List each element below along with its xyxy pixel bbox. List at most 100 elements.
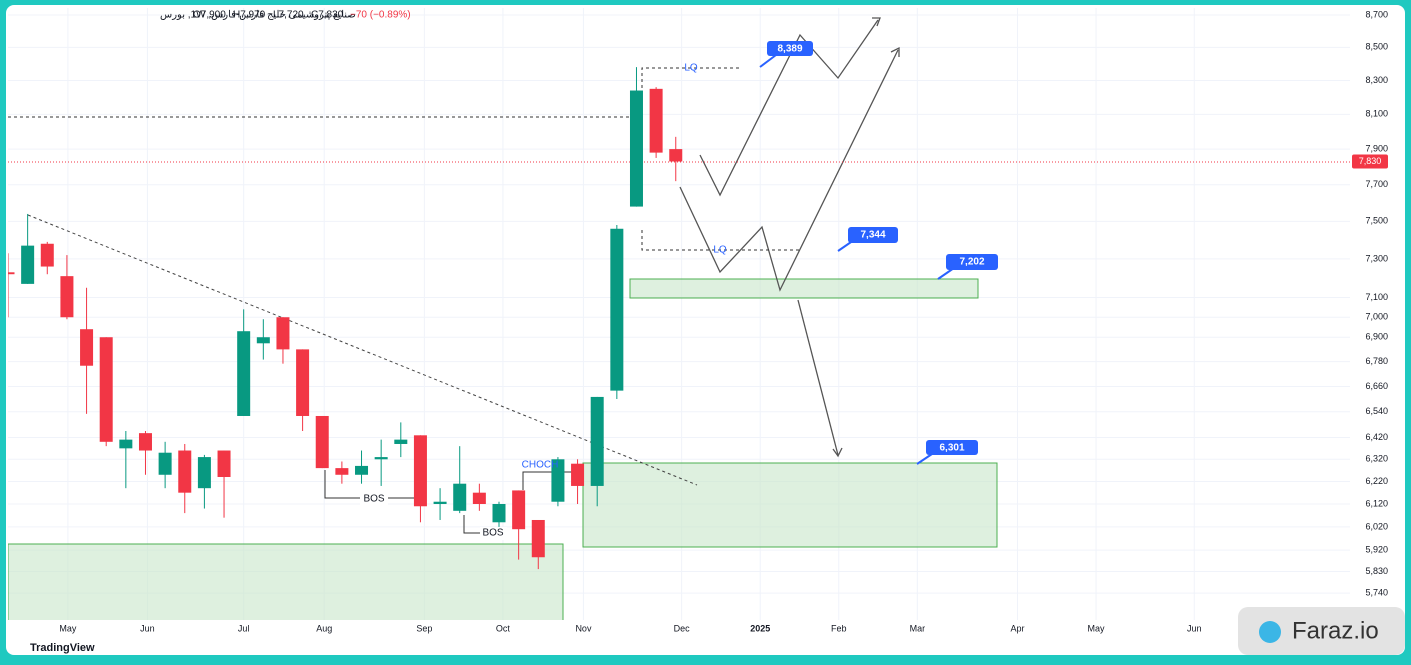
candle-body — [355, 465, 369, 475]
y-tick-label: 6,120 — [1365, 498, 1388, 508]
x-tick-label: Jul — [238, 623, 250, 633]
arrowhead — [832, 447, 843, 458]
candle-body — [433, 501, 447, 504]
callout-label: 7,344 — [860, 230, 885, 241]
callout — [848, 227, 898, 243]
panel — [6, 5, 1405, 655]
bos-label: BOS — [482, 528, 503, 539]
y-tick-label: 8,700 — [1365, 9, 1388, 19]
candle-body — [394, 439, 408, 444]
callout-label: 6,301 — [939, 443, 964, 454]
candle-body — [472, 492, 486, 504]
callout — [926, 440, 978, 455]
candle-body — [80, 329, 94, 366]
candle-body — [453, 483, 467, 511]
y-tick-label: 6,420 — [1365, 432, 1388, 442]
candle-body — [256, 337, 270, 344]
callout-pointer — [916, 453, 933, 465]
ohlc: L7,720 — [273, 10, 304, 21]
ohlc-change: −70 (−0.89%) — [350, 10, 411, 21]
arrowhead — [890, 46, 900, 57]
y-tick-label: 8,500 — [1365, 42, 1388, 52]
y-tick-label: 5,830 — [1365, 566, 1388, 576]
path-arrow — [699, 19, 879, 197]
candle-body — [237, 331, 251, 416]
candle-body — [296, 349, 310, 416]
callout-label: 7,202 — [959, 257, 984, 268]
y-tick-label: 7,900 — [1365, 143, 1388, 153]
candle-body — [158, 452, 172, 475]
candle-body — [413, 435, 427, 507]
ohlc: H7,970 — [233, 10, 266, 21]
watermark-box — [1238, 607, 1405, 655]
x-tick-label: Dec — [674, 623, 691, 633]
y-tick-label: 5,740 — [1365, 587, 1388, 597]
candle-body — [492, 503, 506, 523]
y-tick-label: 6,540 — [1365, 406, 1388, 416]
label-bg — [480, 527, 507, 540]
candle-body — [197, 457, 211, 489]
arrowhead — [872, 17, 881, 27]
y-tick-label: 6,660 — [1365, 381, 1388, 391]
y-tick-label: 7,500 — [1365, 216, 1388, 226]
candle-body — [531, 519, 545, 558]
candle-body — [335, 468, 349, 475]
x-tick-label: 2025 — [750, 623, 770, 633]
zone — [8, 543, 564, 620]
annotations: BOS BOS CHOCH LQ LQ 8,389 7,344 7,202 6,… — [360, 41, 998, 540]
candle-body — [669, 149, 683, 162]
watermark-icon — [1259, 621, 1281, 643]
tradingview-logo: TradingView — [30, 642, 95, 654]
chart-title: صنایع پتروشیمی خلیج فارس-فارس, 1W, بورس — [160, 10, 356, 21]
choch-label: CHOCH — [522, 460, 559, 471]
y-tick-label: 6,220 — [1365, 476, 1388, 486]
y-tick-label: 8,100 — [1365, 109, 1388, 119]
y-tick-label: 8,300 — [1365, 75, 1388, 85]
candle-body — [60, 276, 74, 318]
candle-body — [217, 450, 231, 478]
lq-label: LQ — [684, 63, 698, 74]
zone — [582, 462, 998, 548]
candle-body — [178, 450, 192, 493]
last-price-box — [1352, 154, 1388, 169]
candle-body — [315, 415, 329, 469]
x-tick-label: Mar — [910, 623, 926, 633]
y-tick-label: 7,000 — [1365, 312, 1388, 322]
x-tick-label: Aug — [316, 623, 332, 633]
lq-line — [641, 230, 800, 251]
y-tick-label: 6,020 — [1365, 521, 1388, 531]
path-arrow — [679, 49, 899, 292]
x-tick-label: Apr — [1010, 623, 1024, 633]
x-tick-label: Sep — [416, 623, 432, 633]
x-tick-label: Nov — [575, 623, 592, 633]
candle-body — [276, 317, 290, 350]
callout-label: 8,389 — [777, 44, 802, 55]
ohlc: O7,900 — [193, 10, 226, 21]
y-tick-label: 7,700 — [1365, 179, 1388, 189]
x-tick-label: Jun — [140, 623, 155, 633]
y-tick-label: 7,100 — [1365, 292, 1388, 302]
lq-label: LQ — [713, 245, 727, 256]
x-tick-label: Oct — [496, 623, 511, 633]
candle-body — [649, 88, 663, 153]
candle-body — [138, 433, 152, 451]
candle-body — [8, 272, 15, 275]
trendline — [27, 214, 698, 486]
path-arrow — [797, 299, 839, 456]
header: صنایع پتروشیمی خلیج فارس-فارس, 1W, بورس … — [160, 10, 411, 21]
ohlc: C7,830 — [311, 10, 344, 21]
candle-body — [512, 490, 526, 530]
y-tick-label: 5,920 — [1365, 545, 1388, 555]
x-tick-label: May — [1088, 623, 1106, 633]
lq-line — [641, 67, 742, 88]
y-tick-label: 7,300 — [1365, 253, 1388, 263]
x-tick-label: Jun — [1187, 623, 1202, 633]
zone — [629, 278, 979, 299]
candle-body — [551, 459, 565, 502]
bos-label: BOS — [363, 494, 384, 505]
callout — [767, 41, 813, 56]
callout-pointer — [759, 54, 777, 68]
candle-body — [374, 457, 388, 460]
x-tick-label: May — [59, 623, 77, 633]
